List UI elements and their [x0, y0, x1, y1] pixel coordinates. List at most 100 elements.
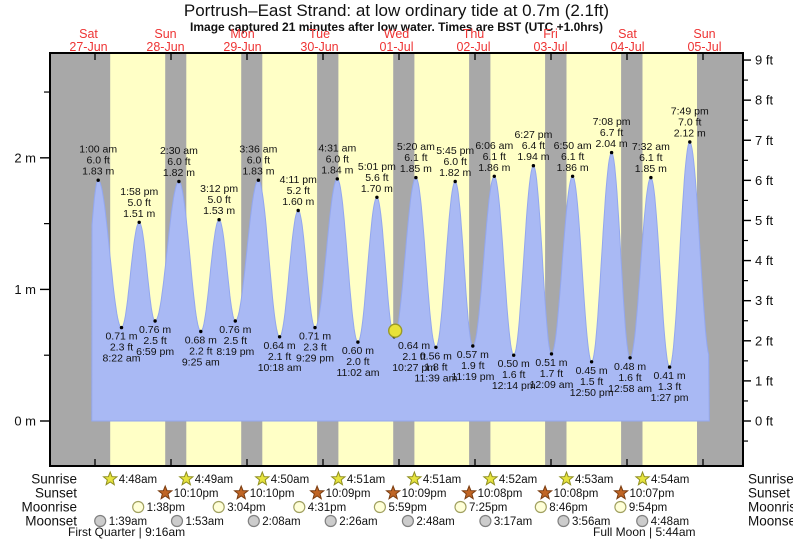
- high-tide-point: [137, 220, 141, 224]
- day-label-date: 29-Jun: [223, 40, 261, 54]
- high-tide-time: 7:08 pm: [593, 116, 631, 128]
- high-tide-meters: 1.83 m: [242, 166, 274, 178]
- high-tide-meters: 1.51 m: [123, 208, 155, 220]
- high-tide-time: 5:20 am: [397, 141, 435, 153]
- high-tide-time: 4:31 am: [318, 142, 356, 154]
- moonrise-circle-icon: [132, 500, 145, 514]
- low-tide-meters: 0.60 m: [342, 345, 374, 357]
- low-tide-label: 0.76 m2.5 ft6:59 pm: [136, 324, 174, 358]
- day-label-weekday: Sun: [693, 27, 715, 41]
- low-tide-time: 10:27 pm: [392, 362, 436, 374]
- high-tide-point: [296, 208, 300, 213]
- day-label-weekday: Sat: [618, 27, 637, 41]
- sunset-star-icon: [233, 484, 250, 500]
- low-tide-feet: 1.5 ft: [580, 376, 603, 388]
- high-tide-point: [649, 175, 653, 180]
- low-tide-label: 0.71 m2.3 ft9:29 pm: [296, 331, 334, 365]
- astro-time: 10:08pm: [478, 488, 523, 500]
- astro-time: 3:17am: [494, 516, 532, 528]
- low-tide-feet: 2.3 ft: [110, 342, 133, 354]
- row-label-right-sunset: Sunset: [748, 486, 790, 501]
- feet-tick-label: 4 ft: [755, 253, 773, 268]
- y-axis-left: 0 m 1 m 2 m: [14, 91, 50, 429]
- high-tide-point: [177, 179, 181, 184]
- y-axis-right: 0 ft 1 ft 2 ft 3 ft 4 ft 5 ft 6 ft 7 ft 8 ft 9 ft: [743, 53, 773, 442]
- low-tide-meters: 0.71 m: [105, 331, 137, 343]
- current-time-circle: [388, 323, 403, 338]
- sunrise-star-icon: [254, 470, 271, 486]
- sunset-star-icon: [157, 484, 174, 500]
- sunset-star-icon: [537, 484, 554, 500]
- sunset-star-icon: [309, 484, 326, 500]
- moonset-circle-icon: [479, 514, 492, 528]
- feet-tick-label: 5 ft: [755, 213, 773, 228]
- meter-tick-label: 2 m: [14, 150, 36, 165]
- low-tide-meters: 0.51 m: [535, 357, 567, 369]
- moonrise-circle-icon: [614, 500, 627, 514]
- feet-tick-label: 9 ft: [755, 53, 773, 68]
- low-tide-time: 12:50 pm: [570, 387, 614, 399]
- page-title: Portrush–East Strand: at low ordinary ti…: [183, 1, 610, 20]
- astro-time: 4:53am: [575, 474, 613, 486]
- moon-phase-text: Full Moon | 5:44am: [593, 525, 696, 539]
- low-tide-label: 0.76 m2.5 ft8:19 pm: [216, 324, 254, 358]
- low-tide-feet: 2.2 ft: [189, 346, 212, 358]
- low-tide-label: 0.68 m2.2 ft9:25 am: [182, 335, 220, 369]
- high-tide-feet: 6.7 ft: [600, 127, 623, 139]
- high-tide-label: 5:01 pm5.6 ft1.70 m: [358, 161, 396, 195]
- high-tide-point: [453, 179, 457, 184]
- day-label-date: 28-Jun: [146, 40, 184, 54]
- astro-time: 4:49am: [195, 474, 233, 486]
- high-tide-time: 1:58 pm: [120, 186, 158, 198]
- day-label-date: 27-Jun: [69, 40, 107, 54]
- high-tide-feet: 6.0 ft: [326, 153, 349, 165]
- astro-time: 4:54am: [651, 474, 689, 486]
- high-tide-time: 4:11 pm: [280, 174, 317, 186]
- high-tide-meters: 1.83 m: [82, 166, 114, 178]
- low-tide-time: 11:39 am: [414, 372, 457, 384]
- high-tide-feet: 6.0 ft: [86, 155, 109, 167]
- astro-time: 9:54pm: [629, 502, 667, 514]
- moonrise-circle-icon: [293, 500, 306, 514]
- high-tide-time: 2:30 am: [160, 145, 198, 157]
- current-time-marker: [388, 323, 403, 338]
- page-subtitle: Image captured 21 minutes after low wate…: [190, 20, 603, 34]
- high-tide-feet: 6.1 ft: [639, 152, 662, 164]
- high-tide-label: 7:49 pm7.0 ft2.12 m: [671, 106, 709, 140]
- astro-time: 3:04pm: [227, 502, 265, 514]
- day-label-weekday: Fri: [543, 27, 558, 41]
- high-tide-meters: 1.53 m: [203, 205, 235, 217]
- feet-tick-label: 7 ft: [755, 133, 773, 148]
- high-tide-feet: 6.0 ft: [444, 156, 467, 168]
- row-label-left-sunrise: Sunrise: [31, 472, 77, 487]
- sunrise-star-icon: [330, 470, 347, 486]
- astro-time: 4:51am: [423, 474, 461, 486]
- day-labels: Sat27-JunSun28-JunMon29-JunTue30-JunWed0…: [69, 27, 721, 54]
- low-tide-point: [628, 356, 632, 360]
- low-tide-feet: 2.1 ft: [402, 351, 425, 363]
- high-tide-label: 1:00 am6.0 ft1.83 m: [79, 144, 117, 178]
- sunset-star-icon: [385, 484, 402, 500]
- row-label-right-moonset: Moonset: [748, 514, 793, 529]
- high-tide-label: 3:12 pm5.0 ft1.53 m: [200, 183, 238, 217]
- moonrise-circle-icon: [212, 500, 225, 514]
- low-tide-time: 9:29 pm: [296, 353, 334, 365]
- high-tide-meters: 1.94 m: [517, 151, 549, 163]
- moonset-circle-icon: [170, 514, 184, 528]
- sunrise-star-icon: [482, 470, 499, 486]
- low-tide-time: 12:09 am: [530, 379, 574, 391]
- high-tide-point: [688, 140, 692, 144]
- low-tide-meters: 0.56 m: [420, 350, 452, 362]
- low-tide-meters: 0.71 m: [299, 331, 331, 343]
- moonrise-circle-icon: [454, 500, 467, 514]
- high-tide-label: 4:31 am6.0 ft1.84 m: [318, 142, 356, 176]
- day-label-weekday: Thu: [463, 27, 485, 41]
- day-label-date: 01-Jul: [379, 40, 413, 54]
